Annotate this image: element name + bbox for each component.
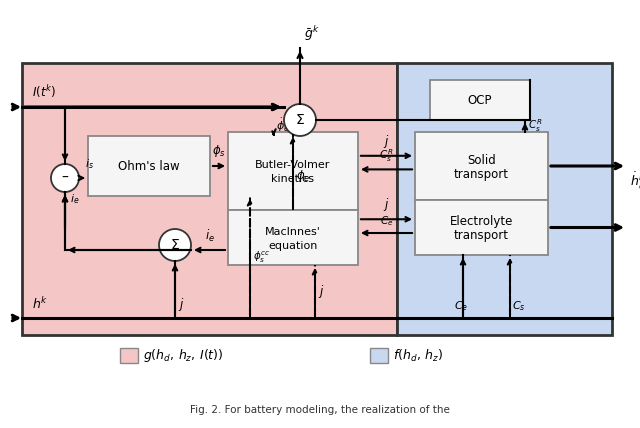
Text: Fig. 2. For battery modeling, the realization of the: Fig. 2. For battery modeling, the realiz… (190, 405, 450, 415)
Text: $j$: $j$ (178, 296, 184, 313)
Text: Solid: Solid (467, 154, 496, 166)
Text: $j$: $j$ (383, 133, 390, 150)
Text: $C_e$: $C_e$ (380, 214, 393, 228)
Text: $j$: $j$ (383, 196, 390, 213)
Text: $h^k$: $h^k$ (32, 296, 48, 312)
Text: $i_e$: $i_e$ (205, 228, 214, 244)
Text: $\phi_e$: $\phi_e$ (296, 168, 310, 184)
Text: $C_s^R$: $C_s^R$ (380, 148, 394, 164)
Text: Σ: Σ (296, 113, 305, 127)
Text: OCP: OCP (468, 93, 492, 107)
Text: Σ: Σ (171, 238, 179, 252)
Text: Electrolyte: Electrolyte (450, 215, 513, 228)
Bar (228, 132, 358, 210)
Text: $i_e$: $i_e$ (70, 192, 79, 206)
Circle shape (159, 229, 191, 261)
Text: $I(t^k)$: $I(t^k)$ (32, 83, 56, 100)
Bar (370, 348, 388, 363)
Text: $\dot{\phi}_{eq}$: $\dot{\phi}_{eq}$ (276, 116, 295, 136)
Text: $\bar{g}^k$: $\bar{g}^k$ (304, 24, 319, 43)
Bar (22, 63, 397, 335)
Bar (397, 63, 612, 335)
Text: $C_s^R$: $C_s^R$ (528, 118, 542, 134)
Bar (415, 200, 548, 255)
Bar (415, 132, 548, 200)
Bar (88, 136, 210, 196)
Text: transport: transport (454, 229, 509, 242)
Text: kinetics: kinetics (271, 174, 314, 184)
Text: equation: equation (268, 241, 317, 250)
Text: $f\left(h_d,\, h_z\right)$: $f\left(h_d,\, h_z\right)$ (393, 348, 444, 364)
Text: transport: transport (454, 167, 509, 181)
Text: $j$: $j$ (318, 283, 324, 300)
Text: $C_s$: $C_s$ (512, 299, 525, 313)
Text: Ohm's law: Ohm's law (118, 160, 180, 172)
Text: $C_e$: $C_e$ (454, 299, 468, 313)
Text: –: – (61, 171, 68, 185)
Text: $i_s$: $i_s$ (85, 157, 94, 171)
Bar (120, 348, 138, 363)
Text: $\dot{h}_d^k$: $\dot{h}_d^k$ (630, 170, 640, 191)
Text: $\phi_s$: $\phi_s$ (212, 143, 226, 159)
Text: MacInnes': MacInnes' (265, 226, 321, 237)
Circle shape (284, 104, 316, 136)
Text: $\phi_s^{cc}$: $\phi_s^{cc}$ (253, 249, 271, 265)
Circle shape (51, 164, 79, 192)
Bar (430, 80, 530, 120)
Bar (228, 210, 358, 265)
Text: Butler-Volmer: Butler-Volmer (255, 160, 331, 170)
Text: $g\left(h_d,\, h_z,\, I(t)\right)$: $g\left(h_d,\, h_z,\, I(t)\right)$ (143, 348, 223, 365)
